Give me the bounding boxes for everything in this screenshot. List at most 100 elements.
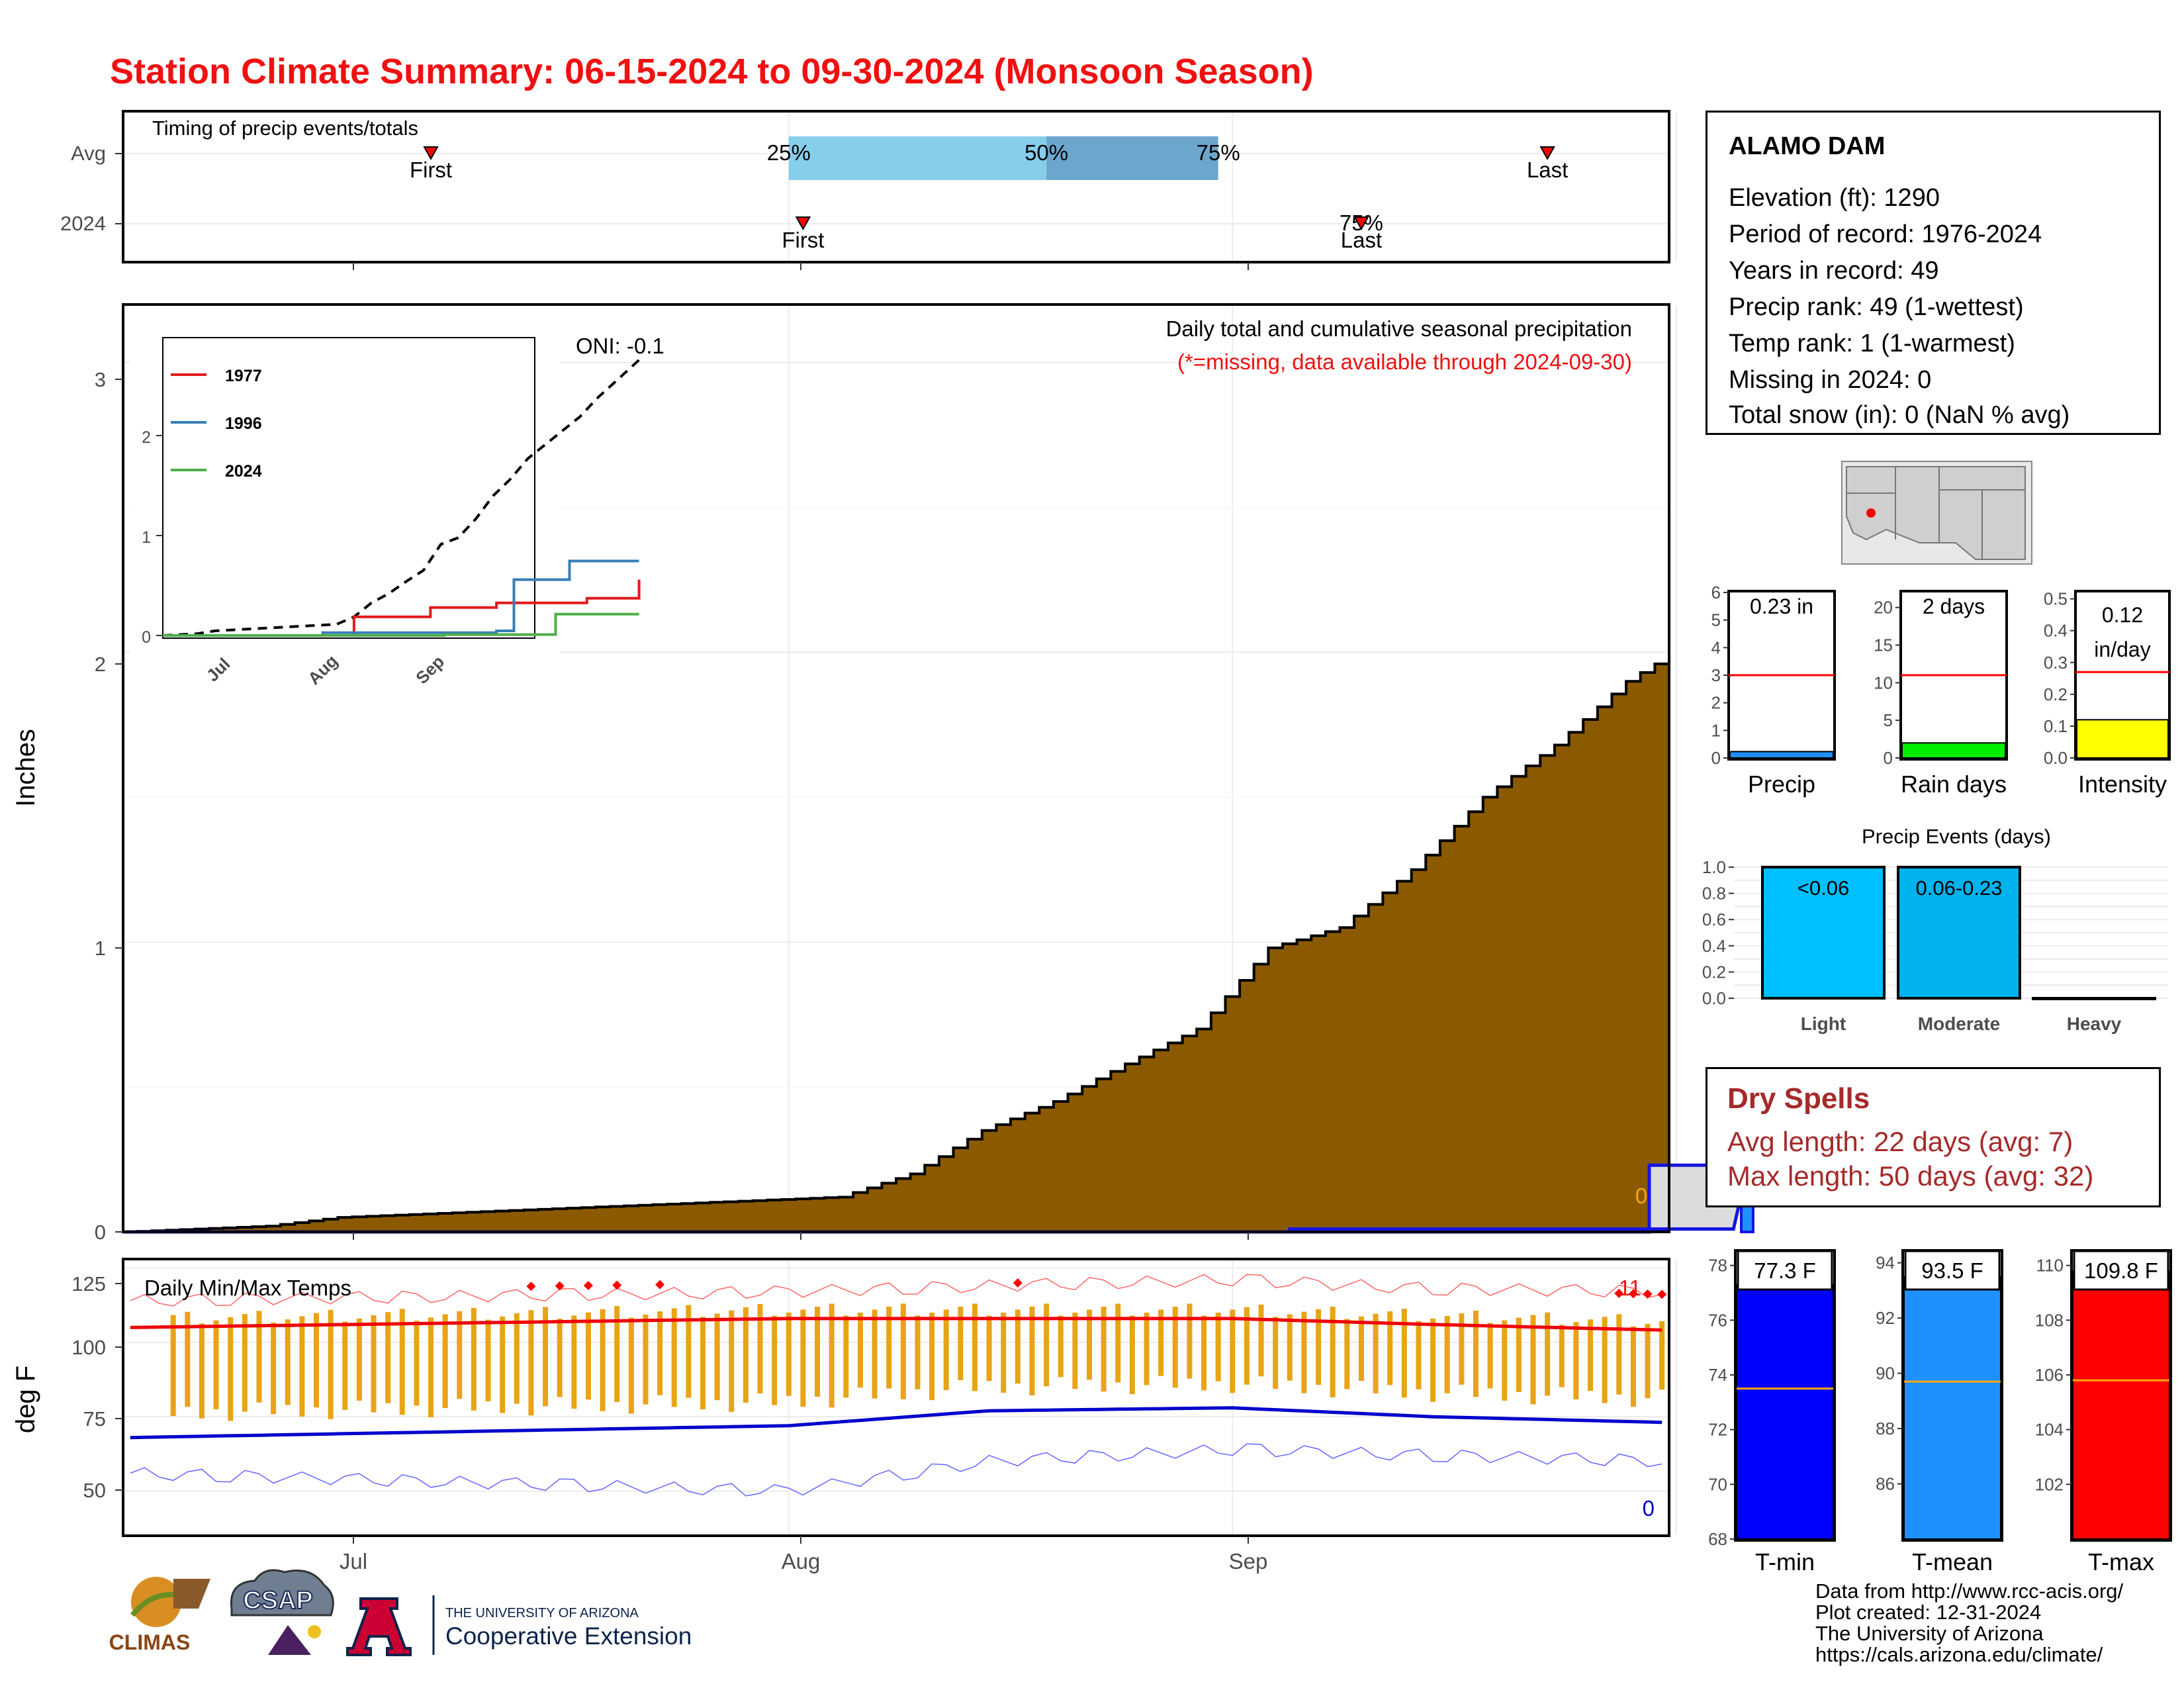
temp-bar-tmean: 93.5 F T-mean 86 88 90 92 94 (1876, 1249, 2003, 1575)
cold-count: 0 (1643, 1496, 1655, 1521)
y-tick-label: 108 (2035, 1310, 2064, 1330)
daily-temp-bar (972, 1303, 978, 1391)
daily-temp-bar (958, 1306, 964, 1380)
precip-panel-title: Daily total and cumulative seasonal prec… (1166, 316, 1632, 341)
daily-temp-bar (743, 1307, 749, 1403)
x-tick-sep: Sep (1229, 1549, 1268, 1573)
daily-temp-bar (385, 1312, 391, 1403)
precip-ytick: 2 (95, 653, 106, 676)
y-tick-label: 0.5 (2044, 589, 2068, 609)
daily-temp-bar (1344, 1319, 1350, 1389)
daily-temp-bar (1401, 1309, 1407, 1398)
y-tick-label: 15 (1874, 635, 1893, 655)
daily-temp-bar (199, 1323, 205, 1419)
precip-panel-subtitle: (*=missing, data available through 2024-… (1177, 350, 1632, 374)
tmin-value-label: 77.3 F (1754, 1258, 1816, 1283)
y-tick-label: 0 (1711, 748, 1721, 768)
daily-temp-bar (1058, 1315, 1064, 1378)
daily-temp-bar (1001, 1312, 1007, 1393)
y-tick-label: 1 (1711, 720, 1721, 740)
daily-temp-bar (1287, 1314, 1293, 1381)
timing-avg-first-label: First (410, 158, 452, 182)
daily-temp-bar (1273, 1317, 1279, 1389)
dry-spells-avg: Avg length: 22 days (avg: 7) (1727, 1126, 2073, 1157)
daily-temp-bar (285, 1319, 291, 1405)
footer-line: https://cals.arizona.edu/climate/ (1815, 1643, 2103, 1666)
x-tick-aug: Aug (782, 1549, 821, 1573)
events-cat-light: Light (1801, 1013, 1846, 1034)
daily-temp-bar (1416, 1321, 1422, 1389)
daily-temp-bar (514, 1313, 520, 1404)
temp-ytick: 50 (83, 1479, 106, 1502)
daily-temp-bar (1516, 1317, 1522, 1392)
station-missing: Missing in 2024: 0 (1729, 366, 1932, 394)
timing-avg-last-marker (1539, 146, 1555, 161)
temp-panel-label: Daily Min/Max Temps (144, 1276, 351, 1300)
daily-temp-bar (757, 1304, 763, 1394)
daily-temp-bar (557, 1319, 563, 1397)
timing-2024-first-label: First (782, 228, 824, 252)
daily-temp-bar (1630, 1326, 1636, 1407)
daily-temp-bar (929, 1312, 935, 1401)
daily-temp-bar (471, 1307, 477, 1411)
daily-temp-bar (843, 1315, 849, 1398)
hot-count: 11 (1619, 1276, 1641, 1300)
footer-line: The University of Arizona (1815, 1622, 2044, 1645)
record-marker (1013, 1278, 1023, 1288)
inset-chart: 1977 1996 2024 0 1 2 Jul Aug Sep (130, 311, 641, 706)
daily-temp-bar (1645, 1323, 1651, 1399)
events-cat-heavy: Heavy (2067, 1013, 2122, 1034)
record-marker (1628, 1289, 1638, 1299)
y-tick-label: 0.0 (1702, 988, 1726, 1008)
inset-2024-line (163, 612, 639, 637)
iqr-bar-lower (788, 136, 1047, 180)
y-tick-label: 0.8 (1702, 884, 1726, 904)
daily-temp-bar (543, 1307, 549, 1407)
temp-ytick: 125 (71, 1272, 106, 1295)
temp-ylabel: deg F (11, 1366, 40, 1433)
daily-temp-bar (1230, 1309, 1236, 1393)
locator-map (1841, 461, 2032, 565)
inset-legend-1996: 1996 (225, 414, 262, 433)
temp-bar-tmin: 77.3 F T-min 68 70 72 74 76 78 (1708, 1249, 1836, 1575)
y-tick-label: 6 (1711, 583, 1721, 602)
daily-temp-bar (772, 1315, 778, 1405)
avg-max-line (130, 1317, 1662, 1332)
tmean-y-axis: 86 88 90 92 94 (1876, 1253, 1903, 1494)
y-tick-label: 0.1 (2044, 716, 2068, 736)
daily-temp-bar (271, 1322, 277, 1415)
daily-temp-bar (857, 1312, 863, 1388)
y-tick-label: 74 (1708, 1365, 1727, 1385)
record-markers (526, 1278, 1667, 1299)
station-precip-rank: Precip rank: 49 (1-wettest) (1729, 293, 2024, 321)
y-tick-label: 5 (1884, 710, 1893, 730)
temp-bar-tmax: 109.8 F T-max 102 104 106 108 110 (2035, 1249, 2172, 1575)
daily-temp-bar (1487, 1323, 1493, 1389)
y-tick-label: 1.0 (1702, 857, 1726, 877)
daily-temp-bar (628, 1317, 634, 1414)
y-tick-label: 86 (1876, 1474, 1895, 1494)
tmin-value-bar (1736, 1284, 1834, 1540)
timing-2024-last-marker (1353, 216, 1369, 231)
tmax-value-label: 109.8 F (2084, 1258, 2158, 1283)
record-marker (583, 1281, 593, 1291)
daily-temp-bar (414, 1321, 420, 1406)
record-marker (1657, 1289, 1667, 1299)
events-label-light: <0.06 (1797, 876, 1849, 900)
timing-2024-first-marker (795, 216, 811, 231)
daily-temp-bar (1115, 1303, 1121, 1383)
station-name: ALAMO DAM (1729, 132, 1886, 160)
record-marker (655, 1280, 665, 1289)
timing-label: Timing of precip events/totals (152, 117, 418, 140)
intensity-value-bar (2076, 719, 2169, 759)
daily-temp-bar (1258, 1304, 1264, 1377)
y-tick-label: 76 (1708, 1310, 1727, 1330)
y-tick-label: 2 (1711, 693, 1721, 713)
daily-temp-bar (1430, 1318, 1436, 1402)
station-period: Period of record: 1976-2024 (1729, 220, 2042, 248)
record-min-line (130, 1443, 1662, 1497)
station-location-dot (1866, 508, 1876, 518)
y-tick-label: 68 (1708, 1529, 1727, 1549)
daily-temp-bar (643, 1314, 649, 1405)
daily-temp-bar (185, 1311, 191, 1407)
